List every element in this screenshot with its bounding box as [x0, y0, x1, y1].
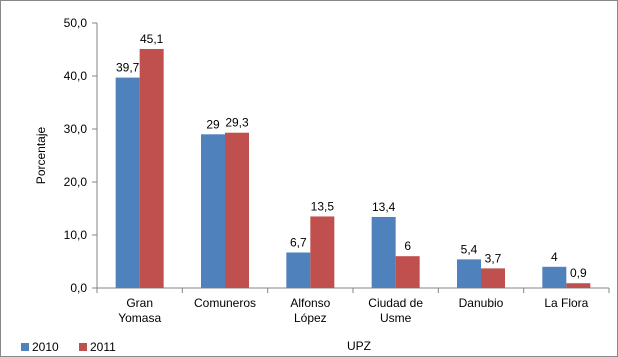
x-categories: Gran Yomasa Comuneros Alfonso López Ciudad de…: [118, 296, 588, 325]
data-label-2011-3: 6: [404, 239, 411, 253]
axes: [96, 23, 609, 289]
y-tick-label: 0,0: [70, 281, 87, 295]
data-label-2010-4: 5,4: [461, 242, 478, 256]
x-category-label: Alfonso López: [290, 296, 330, 325]
legend-swatch-2011: [79, 343, 87, 351]
bar-2010-1: [201, 134, 225, 288]
data-label-2010-3: 13,4: [372, 200, 396, 214]
bar-2011-2: [310, 216, 335, 288]
x-axis-title: UPZ: [347, 339, 371, 353]
bar-2010-3: [371, 216, 396, 288]
data-label-2011-2: 13,5: [311, 199, 335, 213]
data-label-2011-1: 29,3: [225, 116, 249, 130]
x-category-label: Ciudad de Usme: [368, 296, 423, 325]
y-tick-label: 40,0: [64, 69, 88, 83]
data-label-2010-2: 6,7: [290, 235, 307, 249]
data-labels: 39,7 29 6,7 13,4 5,4 4 45,1 29,3 13,5 6 3,7 0,9: [116, 32, 587, 280]
bar-2011-3: [395, 256, 420, 288]
x-category-label: Gran Yomasa: [118, 296, 161, 325]
bars: [115, 48, 591, 288]
y-tick-label: 20,0: [64, 175, 88, 189]
x-category-label: La Flora: [544, 296, 588, 310]
data-label-2010-0: 39,7: [116, 61, 140, 75]
bar-2010-4: [457, 259, 481, 288]
x-category-label: Danubio: [459, 296, 504, 310]
y-axis-title: Porcentaje: [34, 126, 48, 184]
data-label-2011-0: 45,1: [140, 32, 164, 46]
legend-swatch-2010: [21, 343, 29, 351]
y-tick-label: 50,0: [64, 16, 88, 30]
bar-2010-5: [542, 266, 567, 288]
legend-label-2010: 2010: [32, 340, 59, 354]
bar-2010-2: [286, 252, 311, 288]
data-label-2011-5: 0,9: [570, 266, 587, 280]
y-tick-label: 10,0: [64, 228, 88, 242]
data-label-2010-1: 29: [206, 117, 220, 131]
data-label-2010-5: 4: [551, 250, 558, 264]
bar-2011-1: [225, 132, 249, 288]
data-label-2011-4: 3,7: [485, 251, 502, 265]
legend: 2010 2011: [21, 340, 116, 354]
x-category-label: Comuneros: [194, 296, 256, 310]
bar-2011-0: [139, 48, 164, 288]
y-tick-label: 30,0: [64, 122, 88, 136]
bar-2010-0: [115, 77, 140, 288]
bar-2011-4: [481, 268, 505, 288]
y-ticks: 0,0 10,0 20,0 30,0 40,0 50,0: [64, 16, 610, 295]
legend-label-2011: 2011: [90, 340, 116, 354]
bar-2011-5: [566, 283, 591, 288]
